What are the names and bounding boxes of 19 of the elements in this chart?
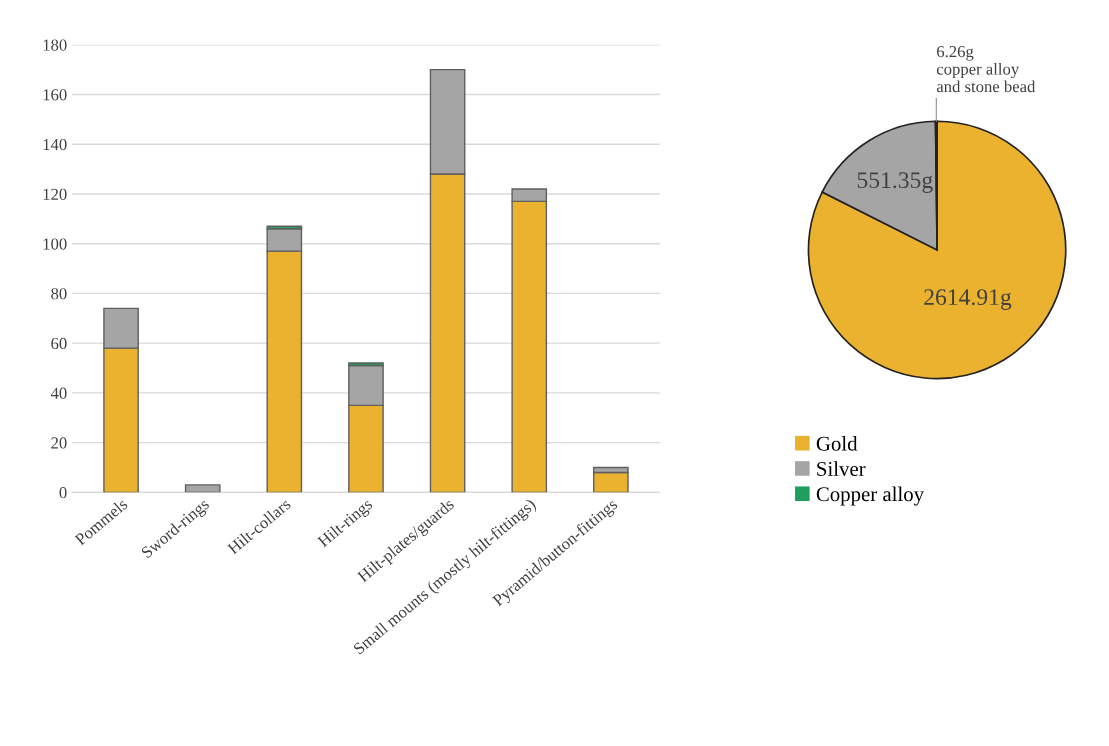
y-tick-label: 0 xyxy=(59,487,67,499)
y-tick-label: 40 xyxy=(50,387,67,399)
y-tick-label: 160 xyxy=(43,89,67,101)
data-label: 551.35g xyxy=(857,172,933,193)
bar xyxy=(593,471,629,493)
y-tick-label: 80 xyxy=(51,288,67,300)
data-label: 6.26g copper alloy and stone bead xyxy=(936,46,1036,93)
pie-slice xyxy=(807,120,1067,380)
y-tick-label: 120 xyxy=(43,188,67,200)
y-tick-label: 100 xyxy=(43,238,67,250)
y-tick-label: 60 xyxy=(51,337,67,350)
bar xyxy=(184,484,221,493)
y-tick-label: 140 xyxy=(43,138,67,151)
legend-label: Gold xyxy=(816,436,858,451)
legend-label: Silver xyxy=(817,461,866,476)
legend-label: Copper alloy xyxy=(816,486,924,506)
y-tick-label: 20 xyxy=(51,437,67,449)
y-tick-label: 180 xyxy=(43,39,67,51)
data-label: 2614.91g xyxy=(924,289,1012,310)
